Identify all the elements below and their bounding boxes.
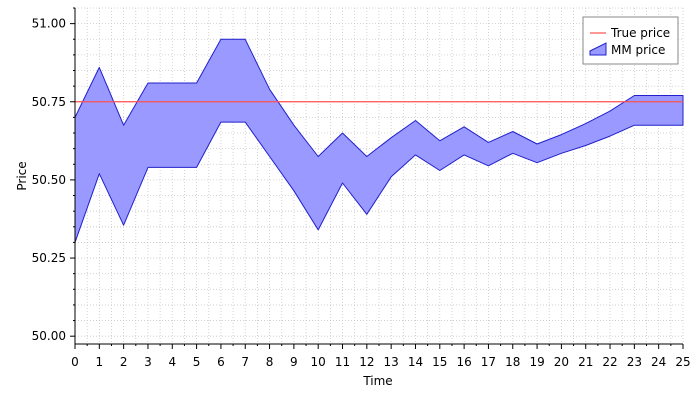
x-tick-label: 14 [408,355,423,369]
legend-box [582,16,679,65]
x-tick-label: 13 [384,355,399,369]
legend-mm-price-swatch [589,42,607,56]
x-tick-label: 7 [241,355,249,369]
x-tick-label: 9 [290,355,298,369]
mm-price-band-layer [74,38,684,243]
legend-true-price-label: True price [610,26,670,40]
y-tick-label: 50.75 [32,95,66,109]
x-tick-label: 11 [335,355,350,369]
grid [74,7,684,344]
x-tick-label: 2 [120,355,128,369]
x-tick-label: 19 [529,355,544,369]
x-tick-label: 10 [311,355,326,369]
y-tick-label: 50.50 [32,173,66,187]
x-tick-label: 15 [432,355,447,369]
legend-mm-price-label: MM price [611,43,665,57]
x-tick-label: 24 [651,355,666,369]
y-tick-label: 50.25 [32,251,66,265]
x-tick-label: 3 [144,355,152,369]
x-tick-label: 18 [505,355,520,369]
x-tick-label: 8 [266,355,274,369]
x-tick-label: 1 [95,355,103,369]
x-tick-label: 22 [602,355,617,369]
x-tick-label: 25 [675,355,690,369]
x-tick-label: 6 [217,355,225,369]
x-tick-label: 17 [481,355,496,369]
axes [70,7,684,349]
x-tick-label: 21 [578,355,593,369]
legend: True price MM price [582,16,679,65]
y-axis-title: Price [15,161,29,190]
mm-price-band [74,38,684,243]
tick-labels: 0 1 2 3 4 5 6 7 8 9 10 11 12 13 14 15 16 17 18 19 20 21 22 23 24… [32,17,691,369]
x-tick-label: 0 [71,355,79,369]
x-tick-label: 4 [168,355,176,369]
x-axis-title: Time [362,374,392,388]
y-tick-label: 51.00 [32,17,66,31]
x-tick-label: 23 [627,355,642,369]
y-tick-label: 50.00 [32,329,66,343]
x-tick-label: 12 [359,355,374,369]
x-tick-label: 20 [554,355,569,369]
x-tick-label: 16 [456,355,471,369]
x-tick-label: 5 [193,355,201,369]
